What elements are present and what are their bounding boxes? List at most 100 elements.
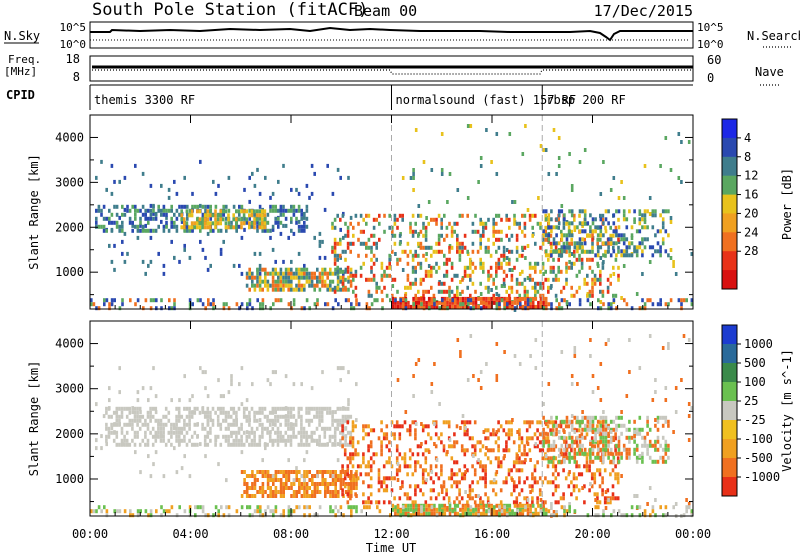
data-cell	[300, 474, 303, 479]
data-cell	[563, 513, 566, 518]
data-cell	[354, 293, 358, 298]
data-cell	[246, 306, 249, 311]
data-cell	[248, 175, 251, 180]
data-cell	[139, 208, 142, 213]
data-cell	[372, 217, 376, 222]
data-cell	[531, 233, 534, 238]
data-cell	[129, 509, 132, 514]
data-cell	[528, 448, 532, 453]
colorbar-tick-label: 8	[744, 150, 751, 164]
data-cell	[604, 435, 608, 440]
data-cell	[398, 436, 402, 441]
data-cell	[339, 430, 342, 435]
data-cell	[406, 241, 410, 246]
data-cell	[474, 507, 478, 512]
data-cell	[425, 507, 428, 512]
data-cell	[157, 434, 160, 439]
data-cell	[479, 448, 482, 453]
data-cell	[328, 410, 332, 415]
data-cell	[560, 306, 564, 311]
data-cell	[459, 354, 462, 358]
data-cell	[120, 406, 124, 411]
data-cell	[230, 382, 233, 387]
data-cell	[510, 273, 514, 278]
data-cell	[620, 451, 623, 456]
data-cell	[282, 163, 285, 168]
colorbar-tick-label: -1000	[744, 470, 780, 484]
data-cell	[570, 414, 574, 418]
data-cell	[258, 221, 261, 226]
data-cell	[497, 448, 500, 453]
data-cell	[110, 298, 114, 303]
data-cell	[279, 490, 283, 494]
data-cell	[292, 204, 296, 209]
data-cell	[264, 279, 267, 284]
data-cell	[235, 442, 238, 447]
data-cell	[297, 406, 301, 411]
data-cell	[328, 426, 332, 431]
data-cell	[248, 199, 251, 204]
data-cell	[321, 279, 324, 284]
data-cell	[414, 428, 417, 433]
data-cell	[630, 233, 634, 238]
data-cell	[318, 470, 322, 474]
data-cell	[440, 281, 443, 286]
data-cell	[435, 458, 439, 462]
data-cell	[456, 285, 459, 290]
data-cell	[568, 209, 571, 214]
data-cell	[209, 302, 213, 307]
data-cell	[382, 432, 386, 437]
data-cell	[232, 217, 235, 222]
data-cell	[473, 500, 477, 505]
data-cell	[308, 494, 311, 498]
data-cell	[521, 248, 525, 252]
data-cell	[412, 503, 415, 508]
data-cell	[547, 419, 551, 424]
data-cell	[565, 447, 569, 452]
data-cell	[422, 233, 425, 238]
data-cell	[460, 420, 464, 425]
data-cell	[162, 271, 166, 276]
data-cell	[531, 420, 534, 425]
data-cell	[472, 300, 475, 305]
data-cell	[521, 281, 524, 286]
data-cell	[550, 513, 553, 518]
data-cell	[521, 269, 524, 274]
data-cell	[474, 300, 478, 305]
data-cell	[519, 302, 522, 307]
data-cell	[350, 513, 353, 518]
data-cell	[656, 439, 660, 444]
data-cell	[390, 476, 394, 481]
data-cell	[591, 289, 594, 294]
data-cell	[557, 435, 561, 440]
data-cell	[412, 374, 415, 378]
data-cell	[154, 212, 158, 217]
data-cell	[547, 237, 551, 242]
data-cell	[123, 438, 126, 443]
data-cell	[487, 503, 491, 508]
data-cell	[531, 503, 535, 508]
data-cell	[547, 213, 551, 218]
data-cell	[554, 245, 558, 250]
data-cell	[170, 239, 173, 244]
data-cell	[316, 442, 319, 447]
data-cell	[469, 257, 472, 262]
data-cell	[604, 490, 608, 494]
data-cell	[284, 438, 288, 443]
data-cell	[649, 298, 652, 303]
data-cell	[430, 217, 433, 222]
data-cell	[523, 225, 527, 230]
data-cell	[492, 229, 495, 234]
data-cell	[227, 410, 230, 415]
data-cell	[383, 229, 386, 234]
data-cell	[674, 272, 678, 276]
data-cell	[95, 438, 98, 443]
data-cell	[445, 269, 449, 274]
data-cell	[271, 204, 275, 209]
data-cell	[573, 253, 576, 258]
data-cell	[377, 476, 381, 481]
data-cell	[578, 447, 582, 452]
data-cell	[576, 415, 579, 420]
data-cell	[329, 509, 332, 514]
data-cell	[570, 261, 573, 266]
